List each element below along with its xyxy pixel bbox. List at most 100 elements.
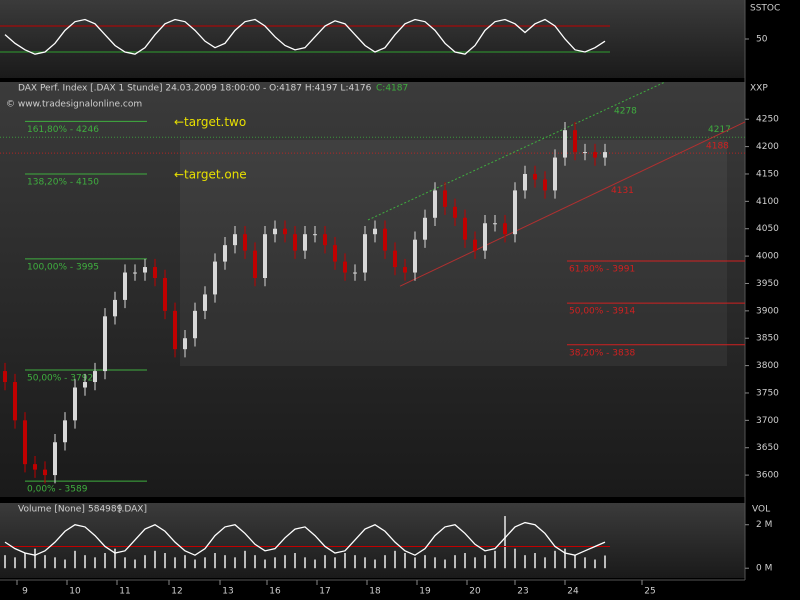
candle-body [143, 267, 147, 273]
candle-body [403, 267, 407, 273]
volume-symbol: [.DAX] [118, 505, 147, 515]
candle-body [303, 234, 307, 251]
candle-body [163, 278, 167, 311]
volume-bar [134, 559, 136, 569]
candle-body [483, 223, 487, 251]
volume-bar [284, 555, 286, 569]
volume-bar [334, 557, 336, 569]
x-tick-label: 13 [222, 587, 233, 597]
candle-body [53, 442, 57, 476]
stoch-line [4, 18, 606, 55]
y-tick-label: 3850 [756, 334, 779, 344]
candle-body [423, 217, 427, 240]
candle-body [113, 299, 117, 317]
candle-body [413, 239, 417, 273]
volume-bar [124, 557, 126, 569]
candle-body [133, 272, 137, 274]
channel-line [399, 121, 746, 287]
y-tick-label: 50 [756, 35, 768, 45]
candle-body [213, 261, 217, 295]
volume-oscillator [4, 521, 606, 556]
candle-body [33, 464, 37, 470]
fib-label: 50,00% - 3792 [27, 373, 93, 383]
shade-box [180, 140, 727, 366]
volume-bar [374, 559, 376, 569]
candle-body [283, 228, 287, 235]
volume-bar [214, 553, 216, 569]
fib-label: 161,80% - 4246 [27, 125, 99, 135]
volume-bar [74, 550, 76, 569]
volume-bar [184, 555, 186, 569]
y-tick-label: 4250 [756, 115, 779, 125]
fib-label: 38,20% - 3838 [569, 348, 635, 358]
volume-bar [4, 555, 6, 569]
x-tick-label: 19 [419, 587, 431, 597]
volume-bar [264, 559, 266, 569]
volume-bar [104, 553, 106, 569]
axis-label: SSTOC [750, 4, 780, 14]
volume-bar [294, 553, 296, 569]
x-tick-label: 12 [171, 587, 182, 597]
y-tick-label: 3950 [756, 279, 779, 289]
candle-body [223, 245, 227, 262]
candle-body [443, 190, 447, 207]
candle-body [153, 267, 157, 279]
axis-label: VOL [752, 505, 770, 515]
candle-body [353, 272, 357, 274]
fib-label: 0,00% - 3589 [27, 485, 88, 495]
y-tick-label: 3700 [756, 416, 779, 426]
volume-bar [524, 555, 526, 569]
volume-bar [34, 548, 36, 569]
x-tick-label: 23 [517, 587, 528, 597]
candle-body [493, 223, 497, 225]
candle-body [63, 420, 67, 443]
volume-bar [324, 555, 326, 569]
candle-body [13, 382, 17, 421]
candle-body [563, 130, 567, 158]
candle-body [23, 420, 27, 465]
x-tick-label: 25 [644, 587, 655, 597]
volume-bar [244, 550, 246, 569]
candle-body [273, 228, 277, 235]
y-tick-label: 0 M [756, 564, 772, 574]
volume-bar [14, 557, 16, 569]
volume-bar [84, 555, 86, 569]
x-tick-label: 16 [269, 587, 281, 597]
volume-bar [584, 557, 586, 569]
volume-bar [454, 555, 456, 569]
candle-body [73, 387, 77, 421]
volume-bar [564, 548, 566, 569]
volume-bar [114, 548, 116, 569]
level-label: 4131 [611, 186, 634, 196]
candle-body [513, 190, 517, 235]
candle-body [253, 250, 257, 279]
volume-bar [344, 553, 346, 569]
candle-body [233, 234, 237, 246]
volume-bar [604, 555, 606, 569]
candle-body [533, 173, 537, 180]
candle-body [323, 234, 327, 246]
volume-bar [484, 555, 486, 569]
stoch-panel [0, 0, 745, 78]
volume-bar [204, 557, 206, 569]
volume-bar [364, 557, 366, 569]
candle-body [543, 179, 547, 191]
candle-body [83, 382, 87, 388]
y-tick-label: 2 M [756, 520, 772, 530]
x-tick-label: 20 [469, 587, 481, 597]
copyright: © www.tradesignalonline.com [6, 100, 142, 110]
volume-bar [504, 516, 506, 569]
candle-body [603, 152, 607, 158]
y-tick-label: 3600 [756, 471, 779, 481]
target-label: ←target.one [174, 167, 247, 181]
volume-bar [44, 555, 46, 569]
volume-bar [444, 559, 446, 569]
volume-bar [534, 553, 536, 569]
y-tick-label: 4150 [756, 169, 779, 179]
candle-body [173, 310, 177, 350]
candle-body [93, 371, 97, 383]
volume-bar [164, 553, 166, 569]
candle-body [363, 234, 367, 273]
y-tick-label: 3750 [756, 388, 779, 398]
